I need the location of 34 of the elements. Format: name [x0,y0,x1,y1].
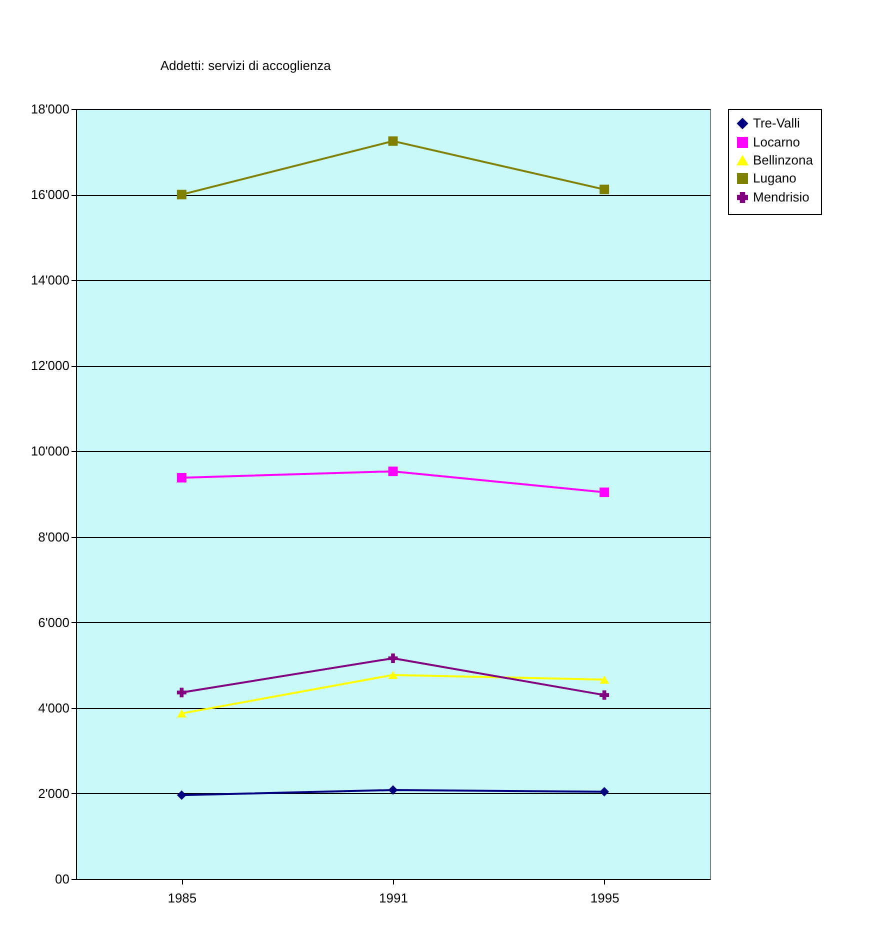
y-tick-label: 14'000 [30,272,70,288]
y-tick-label: 4'000 [38,700,70,716]
point [388,670,398,680]
y-tick-label: 18'000 [30,102,70,116]
chart-title: Addetti: servizi di accoglienza [160,58,332,73]
y-tick-label: 8'000 [38,529,70,544]
point [388,785,398,795]
y-tick-label: 10'000 [30,444,70,459]
y-tick-label: 6'000 [38,614,70,630]
legend-label: Bellinzona [753,152,814,168]
point [600,488,610,498]
legend-label: Tre-Valli [753,116,800,130]
point [176,709,186,718]
point [388,654,398,664]
x-tick-label: 1991 [379,890,408,906]
point [600,184,610,194]
point [388,136,398,146]
point [176,688,186,698]
point [600,676,610,684]
point [176,473,186,482]
y-tick-label: 00 [55,872,70,886]
point [600,690,610,700]
point [176,790,186,800]
y-tick-label: 12'000 [30,358,70,374]
x-tick-label: 1985 [168,890,197,906]
y-tick-label: 16'000 [30,187,70,202]
legend-label: Lugano [753,170,796,186]
legend-label: Mendrisio [753,190,810,204]
point [600,786,610,796]
point [176,190,186,200]
point [388,466,398,476]
x-tick-label: 1995 [590,890,620,906]
legend-label: Locarno [753,134,800,150]
y-tick-label: 2'000 [38,786,70,801]
